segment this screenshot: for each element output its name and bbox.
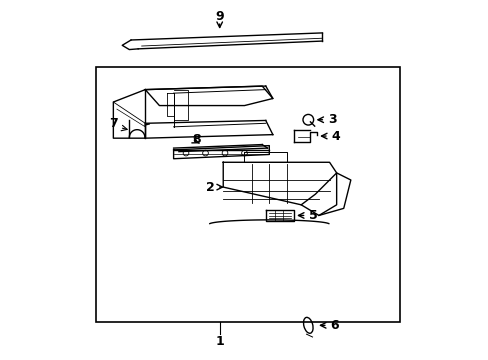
Text: 3: 3 [327, 113, 336, 126]
Bar [96, 67, 400, 322]
Text: 2: 2 [205, 181, 214, 194]
Text: 9: 9 [215, 10, 224, 23]
Text: 5: 5 [308, 209, 317, 222]
Text: 4: 4 [331, 130, 339, 143]
Text: 8: 8 [192, 133, 201, 146]
Text: 1: 1 [215, 335, 224, 348]
Text: 6: 6 [329, 319, 338, 332]
Text: 7: 7 [109, 117, 118, 130]
